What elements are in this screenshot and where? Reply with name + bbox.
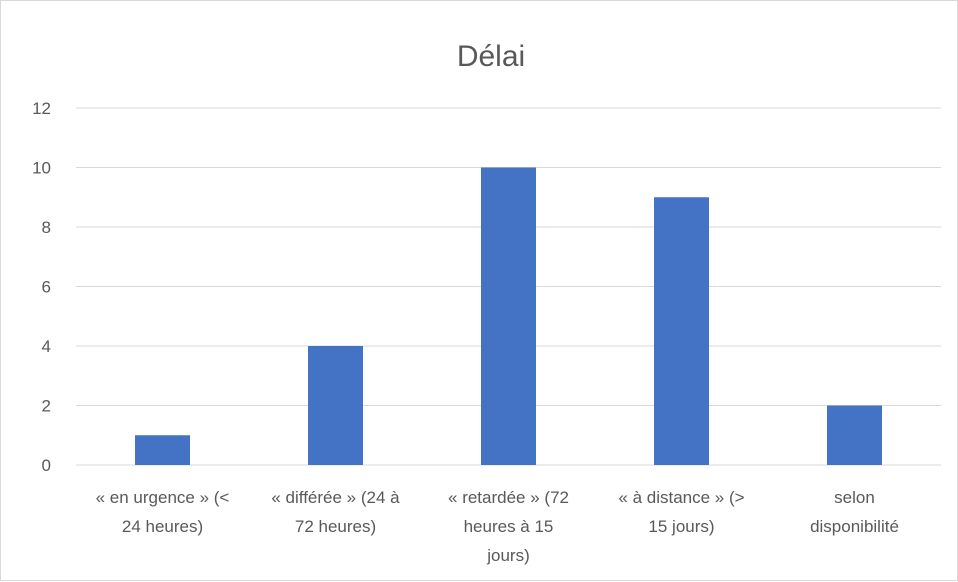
x-category-label-line: 24 heures): [122, 517, 203, 536]
x-category-label-line: « différée » (24 à: [271, 488, 400, 507]
bar: [654, 197, 709, 465]
bar: [481, 167, 536, 465]
x-category-label: « retardée » (72 heures à 15 jours): [448, 488, 569, 565]
bar: [308, 346, 363, 465]
x-category-label-line: jours): [486, 546, 530, 565]
bar: [827, 405, 882, 465]
x-category-label-line: « retardée » (72: [448, 488, 569, 507]
bar: [135, 435, 190, 465]
y-tick-label: 2: [42, 397, 51, 416]
x-category-label-line: heures à 15: [464, 517, 554, 536]
y-tick-label: 6: [42, 278, 51, 297]
x-category-label-line: disponibilité: [810, 517, 899, 536]
x-category-label-line: selon: [834, 488, 875, 507]
x-category-label: « à distance » (> 15 jours): [618, 488, 744, 536]
x-category-label: « en urgence » (< 24 heures): [96, 488, 230, 536]
bars: [135, 167, 882, 465]
x-category-label-line: « en urgence » (<: [96, 488, 230, 507]
x-category-label-line: « à distance » (>: [618, 488, 744, 507]
x-category-label-line: 72 heures): [295, 517, 376, 536]
y-tick-label: 4: [42, 337, 51, 356]
y-tick-label: 0: [42, 456, 51, 475]
y-tick-label: 12: [32, 99, 51, 118]
x-category-label-line: 15 jours): [648, 517, 714, 536]
chart-title: Délai: [457, 40, 525, 73]
y-tick-label: 8: [42, 218, 51, 237]
x-axis-labels: « en urgence » (< 24 heures) « différée » …: [96, 488, 899, 565]
x-category-label: « différée » (24 à 72 heures): [271, 488, 400, 536]
y-tick-label: 10: [32, 159, 51, 178]
y-axis-ticks: 0 2 4 6 8 10 12: [32, 99, 51, 475]
x-category-label: selon disponibilité: [810, 488, 899, 536]
